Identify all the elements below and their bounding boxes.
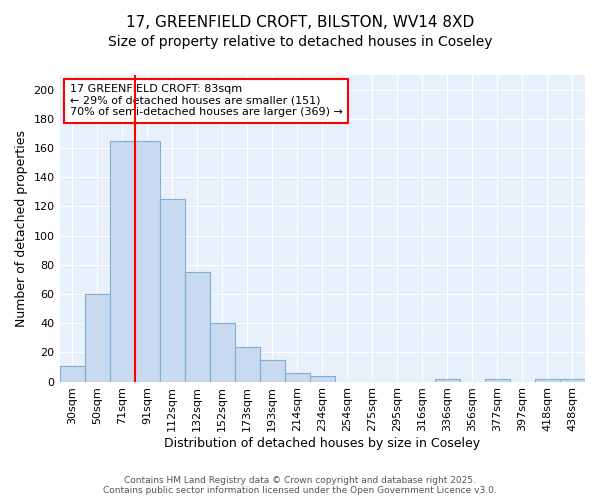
Bar — [535, 378, 560, 382]
Y-axis label: Number of detached properties: Number of detached properties — [15, 130, 28, 327]
Bar — [310, 376, 335, 382]
Bar — [110, 140, 134, 382]
Bar — [134, 140, 160, 382]
X-axis label: Distribution of detached houses by size in Coseley: Distribution of detached houses by size … — [164, 437, 481, 450]
Text: 17 GREENFIELD CROFT: 83sqm
← 29% of detached houses are smaller (151)
70% of sem: 17 GREENFIELD CROFT: 83sqm ← 29% of deta… — [70, 84, 343, 117]
Bar — [485, 378, 510, 382]
Bar — [85, 294, 110, 382]
Bar — [160, 199, 185, 382]
Bar — [560, 378, 585, 382]
Text: Size of property relative to detached houses in Coseley: Size of property relative to detached ho… — [108, 35, 492, 49]
Bar — [59, 366, 85, 382]
Text: 17, GREENFIELD CROFT, BILSTON, WV14 8XD: 17, GREENFIELD CROFT, BILSTON, WV14 8XD — [126, 15, 474, 30]
Bar — [435, 378, 460, 382]
Bar — [260, 360, 285, 382]
Text: Contains HM Land Registry data © Crown copyright and database right 2025.
Contai: Contains HM Land Registry data © Crown c… — [103, 476, 497, 495]
Bar — [209, 323, 235, 382]
Bar — [235, 346, 260, 382]
Bar — [185, 272, 209, 382]
Bar — [285, 373, 310, 382]
